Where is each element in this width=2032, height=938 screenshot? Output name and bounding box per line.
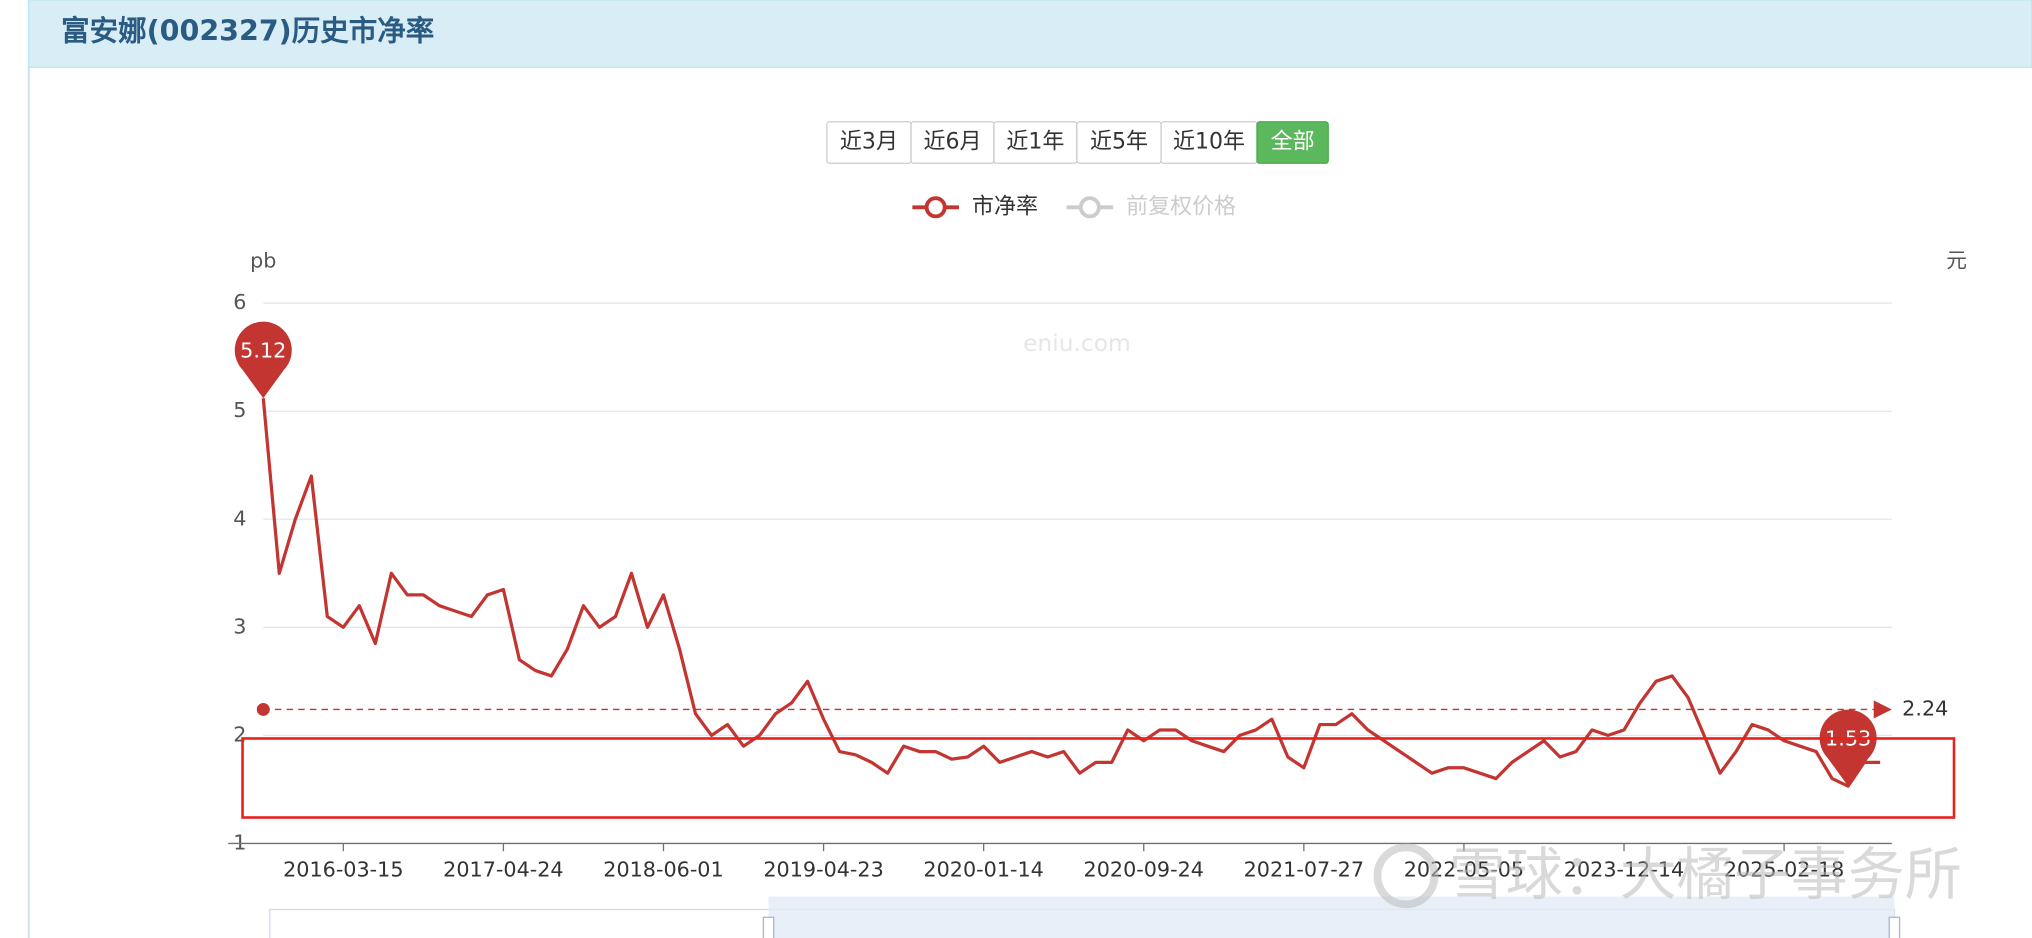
x-tick-label: 2021-07-27 [1244, 858, 1364, 882]
range-button[interactable] [1256, 121, 1329, 164]
series-line [261, 398, 1881, 788]
x-tick-label: 2020-01-14 [923, 858, 1043, 882]
x-tick-label: 2017-04-24 [443, 858, 563, 882]
y-tick-label: 1 [233, 830, 246, 854]
y-axis-label: pb [250, 249, 276, 273]
x-tick-label: 2019-04-23 [763, 858, 883, 882]
y-tick-label: 4 [233, 506, 246, 530]
x-tick-label: 2018-06-01 [603, 858, 723, 882]
y-tick-label: 5 [233, 398, 246, 422]
overlay-watermark: 雪球：大橘子事务所 [1373, 842, 1962, 909]
mark-pin [1819, 709, 1877, 787]
legend-symbol [1078, 196, 1101, 219]
plot: 市净率 前复权价格 pb 元 eniu.com 1 2 3 4 5 6 2016-03-15 2017-… [228, 194, 1967, 882]
mark-pin-label: 5.12 [240, 339, 286, 363]
legend-label[interactable]: 前复权价格 [1126, 194, 1236, 219]
data-zoom [269, 896, 1901, 938]
average-label: 2.24 [1902, 696, 1948, 720]
x-tick-label: 2016-03-15 [283, 858, 403, 882]
x-tick-label: 2020-09-24 [1084, 858, 1204, 882]
highlight-box [241, 737, 1956, 819]
range-button-label: 近6月 [923, 130, 981, 155]
range-button-label: 近10年 [1173, 130, 1245, 155]
x-tick-label: 2025-02-18 [1724, 858, 1844, 882]
watermark-logo [1373, 843, 1439, 909]
range-button-label: 近1年 [1006, 130, 1064, 155]
y2-axis-label: 元 [1946, 249, 1967, 273]
overlay-watermark-text: 雪球：大橘子事务所 [1449, 842, 1962, 908]
average-start [256, 702, 270, 716]
watermark: eniu.com [1023, 330, 1131, 357]
zoom-window[interactable] [768, 896, 1895, 938]
y-tick-label: 3 [233, 614, 246, 638]
y-tick-label: 2 [233, 722, 246, 746]
zoom-handle[interactable] [762, 916, 775, 938]
y-tick-label: 6 [233, 290, 246, 314]
range-buttons: 近3月 近6月 近1年 近5年 近10年 全部 [826, 121, 1329, 164]
legend-label[interactable]: 市净率 [972, 194, 1038, 219]
legend-symbol [924, 196, 947, 219]
range-button-label: 近5年 [1090, 130, 1148, 155]
x-tick-label: 2022-05-05 [1404, 858, 1524, 882]
range-button-label: 全部 [1271, 130, 1315, 155]
panel-title: 富安娜(002327)历史市净率 [61, 14, 434, 47]
x-tick-label: 2023-12-14 [1564, 858, 1684, 882]
average-arrow [1873, 700, 1892, 719]
range-button-label: 近3月 [840, 130, 898, 155]
mark-pin [234, 321, 292, 399]
zoom-handle[interactable] [1888, 916, 1901, 938]
